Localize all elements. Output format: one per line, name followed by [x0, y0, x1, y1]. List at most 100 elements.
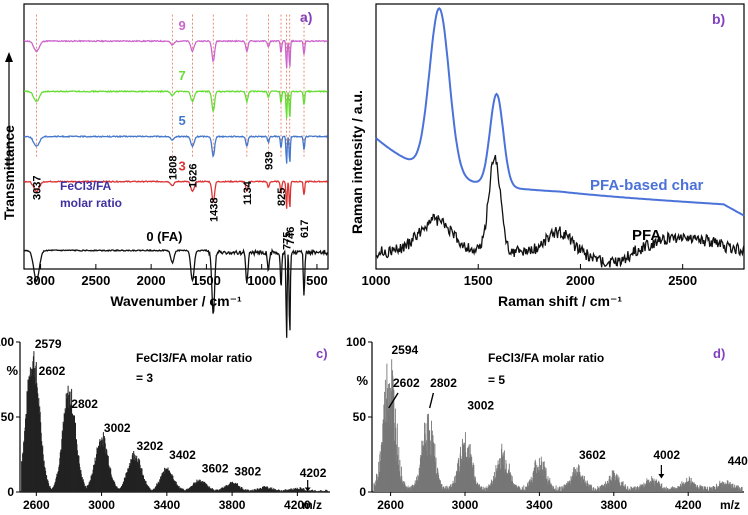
c-peak-label-7: 3802: [234, 465, 261, 479]
panel-b-letter: b): [712, 11, 725, 27]
panel-a-tick-label: 2500: [81, 273, 110, 288]
panel-a-tick-label: 2000: [137, 273, 166, 288]
panel-d-bars: [373, 359, 743, 492]
panel-d-xlabel: m/z: [720, 498, 740, 512]
d-xtick-label: 3400: [526, 498, 553, 512]
panel-a-tick-label: 3000: [26, 273, 55, 288]
panel-a-series-line-0: [23, 39, 328, 69]
panel-b-series: [375, 7, 745, 268]
panel-c-ylabel: %: [6, 363, 18, 378]
panel-c-subtitle: = 3: [136, 371, 153, 385]
panel-a-tick-label: 1000: [247, 273, 276, 288]
panel-a-legend-title-1: FeCl3/FA: [60, 179, 112, 193]
c-xtick-label: 3400: [153, 498, 180, 512]
panel-b-series-pfa: [375, 154, 745, 268]
panel-d: % d) FeCl3/FA molar ratio = 5 0 50 100 260…: [346, 335, 748, 512]
panel-a-ylabel: Transmittance: [1, 52, 17, 220]
panel-d-ylabel: %: [356, 373, 368, 388]
panel-c-peak-labels: 2579 2602 2802 3002 3202 3402 3602 3802 4202: [35, 337, 327, 492]
panel-a-xlabel: Wavenumber / cm⁻¹: [110, 293, 242, 309]
panel-c-title: FeCl3/FA molar ratio: [136, 351, 252, 365]
panel-c-bars: [21, 351, 329, 492]
panel-c-x-ticks: 2600 3000 3400 3800 4200: [23, 492, 311, 512]
d-arrowhead-4002: [658, 474, 665, 479]
d-peak-label-3: 3002: [467, 399, 494, 413]
panel-a-series-label-3: 3: [178, 158, 185, 173]
d-peak-label-6: 4402: [728, 454, 748, 468]
c-peak-label-5: 3402: [169, 448, 196, 462]
d-ytick-label: 100: [346, 335, 366, 349]
panel-b-tick-label: 1500: [464, 273, 493, 288]
c-peak-label-6: 3602: [202, 462, 229, 476]
panel-b-x-ticks: 1000 1500 2000 2500: [362, 264, 697, 288]
c-ytick-label: 0: [7, 485, 14, 499]
d-ytick-label: 50: [353, 410, 367, 424]
panel-b-xlabel: Raman shift / cm⁻¹: [498, 293, 622, 309]
c-peak-label-2: 2802: [71, 397, 98, 411]
panel-a-legend-title-2: molar ratio: [60, 196, 122, 210]
panel-d-x-ticks: 2600 3000 3400 3800 4200: [377, 492, 702, 512]
panel-a-band-label-1626: 1626: [187, 164, 199, 188]
panel-c-xlabel: m/z: [302, 498, 322, 512]
panel-b-tick-label: 1000: [362, 273, 391, 288]
c-peak-label-4: 3202: [137, 439, 164, 453]
c-arrowhead-4202: [304, 487, 311, 492]
d-arrow-2602: [388, 392, 399, 409]
panel-a: a) Transmittance 9 7 5 3 0 (FA) 3000 2500 2000…: [1, 3, 329, 338]
panel-a-series-line-1: [23, 89, 328, 119]
panel-c-y-ticks: 0 50 100: [0, 335, 20, 499]
panel-b-frame: [375, 3, 745, 270]
panel-a-tick-label: 1500: [192, 273, 221, 288]
panel-a-series-label-4: 0 (FA): [146, 229, 182, 244]
panel-a-band-label-3037: 3037: [31, 176, 43, 200]
d-peak-label-1: 2602: [393, 376, 420, 390]
panel-a-series-label-2: 5: [178, 113, 185, 128]
d-peak-label-2: 2802: [430, 376, 457, 390]
panel-b-series-char: [375, 7, 745, 217]
c-ytick-label: 50: [1, 410, 15, 424]
panel-a-series-line-2: [23, 134, 329, 164]
c-ytick-label: 100: [0, 335, 14, 349]
panel-c: % c) FeCl3/FA molar ratio = 3 0 50 100 260…: [0, 335, 330, 512]
d-xtick-label: 4200: [675, 498, 702, 512]
panel-a-tick-label: 500: [306, 273, 328, 288]
panel-a-ylabel-text: Transmittance: [1, 125, 17, 220]
panel-a-band-label-746: 746: [285, 227, 297, 245]
panel-a-letter: a): [300, 9, 312, 25]
c-xtick-label: 3000: [88, 498, 115, 512]
panel-a-series-line-4: [23, 247, 329, 338]
d-xtick-label: 3000: [452, 498, 479, 512]
c-xtick-label: 4200: [284, 498, 311, 512]
panel-b-tick-label: 2500: [668, 273, 697, 288]
panel-a-band-label-825: 825: [276, 188, 288, 206]
c-peak-label-0: 2579: [35, 337, 62, 351]
d-xtick-label: 2600: [377, 498, 404, 512]
panel-d-title: FeCl3/FA molar ratio: [488, 351, 604, 365]
panel-a-series-label-1: 7: [178, 68, 185, 83]
c-peak-label-1: 2602: [39, 364, 66, 378]
c-xtick-label: 3800: [219, 498, 246, 512]
d-peak-label-4: 3602: [579, 448, 606, 462]
panel-d-peak-labels: 2594 2602 2802 3002 3602 4002 4402: [388, 343, 748, 479]
panel-b: b) Raman intensity / a.u. 1000 1500 2000 25…: [349, 3, 745, 309]
d-peak-label-5: 4002: [653, 448, 680, 462]
c-xtick-label: 2600: [23, 498, 50, 512]
panel-a-x-ticks: 3000 2500 2000 1500 1000 500: [26, 264, 328, 288]
panel-d-subtitle: = 5: [488, 373, 505, 387]
panel-a-band-label-1438: 1438: [208, 198, 220, 222]
panel-b-label-pfa: PFA: [632, 227, 661, 244]
d-ytick-label: 0: [359, 485, 366, 499]
panel-a-series-line-3: [24, 179, 329, 209]
panel-a-band-label-1134: 1134: [242, 180, 254, 205]
panel-b-ylabel: Raman intensity / a.u.: [349, 90, 365, 234]
d-peak-label-0: 2594: [391, 343, 418, 357]
panel-a-band-label-939: 939: [263, 152, 275, 170]
panel-b-label-char: PFA-based char: [590, 177, 704, 194]
panel-b-tick-label: 2000: [566, 273, 595, 288]
d-xtick-label: 3800: [600, 498, 627, 512]
c-peak-label-8: 4202: [300, 466, 327, 480]
panel-d-letter: d): [713, 346, 725, 361]
panel-d-y-ticks: 0 50 100: [346, 335, 372, 499]
